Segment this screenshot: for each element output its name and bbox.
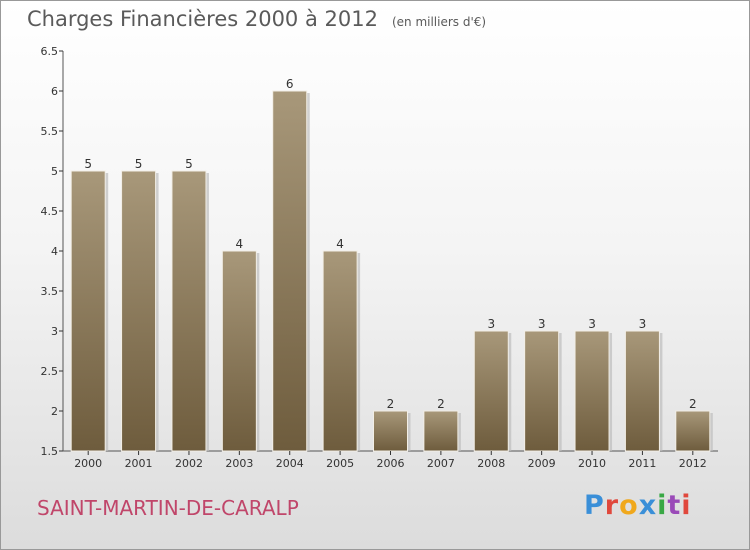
bar: [423, 410, 459, 452]
bar-value-label: 3: [538, 317, 546, 331]
logo-letter: o: [619, 490, 639, 521]
y-tick-label: 6.5: [41, 45, 59, 58]
logo-letter: r: [604, 490, 620, 521]
bar-value-label: 4: [236, 237, 244, 251]
bar: [70, 170, 106, 452]
logo-letter: t: [667, 490, 682, 521]
bar: [171, 170, 207, 452]
bar-value-label: 2: [387, 397, 395, 411]
bar: [574, 330, 610, 452]
y-tick-label: 6: [51, 85, 58, 98]
logo-letter: i: [681, 490, 692, 521]
y-tick-label: 1.5: [41, 445, 59, 458]
logo-letter: x: [638, 490, 658, 521]
x-tick-label: 2003: [225, 457, 253, 470]
y-tick-label: 4.5: [41, 205, 59, 218]
x-tick-label: 2010: [578, 457, 606, 470]
proxiti-logo: Proxiti: [584, 490, 692, 521]
bar: [524, 330, 560, 452]
bar-value-label: 3: [487, 317, 495, 331]
y-tick-label: 3: [51, 325, 58, 338]
bar-value-label: 6: [286, 77, 294, 91]
x-tick-label: 2000: [74, 457, 102, 470]
bar: [675, 410, 711, 452]
logo-letter: i: [657, 490, 668, 521]
bar-value-label: 2: [689, 397, 697, 411]
bar: [272, 90, 308, 452]
bar-value-label: 5: [135, 157, 143, 171]
bar-value-label: 2: [437, 397, 445, 411]
x-tick-label: 2007: [427, 457, 455, 470]
bar: [624, 330, 660, 452]
y-tick-label: 2: [51, 405, 58, 418]
y-tick-label: 5: [51, 165, 58, 178]
bar-value-label: 3: [639, 317, 647, 331]
x-tick-label: 2002: [175, 457, 203, 470]
bar: [221, 250, 257, 452]
x-tick-label: 2008: [477, 457, 505, 470]
logo-letter: P: [584, 490, 605, 521]
x-tick-label: 2011: [628, 457, 656, 470]
bar-value-label: 4: [336, 237, 344, 251]
x-tick-label: 2005: [326, 457, 354, 470]
x-tick-label: 2006: [377, 457, 405, 470]
y-tick-label: 2.5: [41, 365, 59, 378]
x-tick-label: 2009: [528, 457, 556, 470]
unit-label: (en milliers d'€): [391, 15, 487, 29]
place-name: SAINT-MARTIN-DE-CARALP: [37, 496, 299, 520]
bar: [322, 250, 358, 452]
title-text: Charges Financières 2000 à 2012: [27, 7, 378, 31]
bar: [373, 410, 408, 452]
x-tick-label: 2001: [125, 457, 153, 470]
y-tick-label: 3.5: [41, 285, 59, 298]
bar-value-label: 3: [588, 317, 596, 331]
bar: [121, 170, 157, 452]
chart-title: Charges Financières 2000 à 2012 (en milli…: [27, 7, 486, 31]
y-tick-label: 5.5: [41, 125, 59, 138]
x-tick-label: 2004: [276, 457, 304, 470]
bar-value-label: 5: [185, 157, 193, 171]
y-tick-label: 4: [51, 245, 58, 258]
bar: [473, 330, 509, 452]
x-tick-label: 2012: [679, 457, 707, 470]
bar-value-label: 5: [84, 157, 92, 171]
